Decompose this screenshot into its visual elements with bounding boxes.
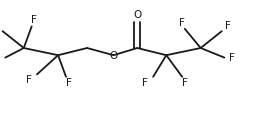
Text: F: F xyxy=(26,75,32,85)
Text: F: F xyxy=(229,53,235,63)
Text: F: F xyxy=(225,21,231,31)
Text: F: F xyxy=(182,78,188,88)
Text: F: F xyxy=(31,15,37,25)
Text: F: F xyxy=(179,18,185,28)
Text: F: F xyxy=(142,78,148,88)
Text: F: F xyxy=(66,78,72,88)
Text: O: O xyxy=(133,10,142,20)
Text: O: O xyxy=(109,51,118,61)
